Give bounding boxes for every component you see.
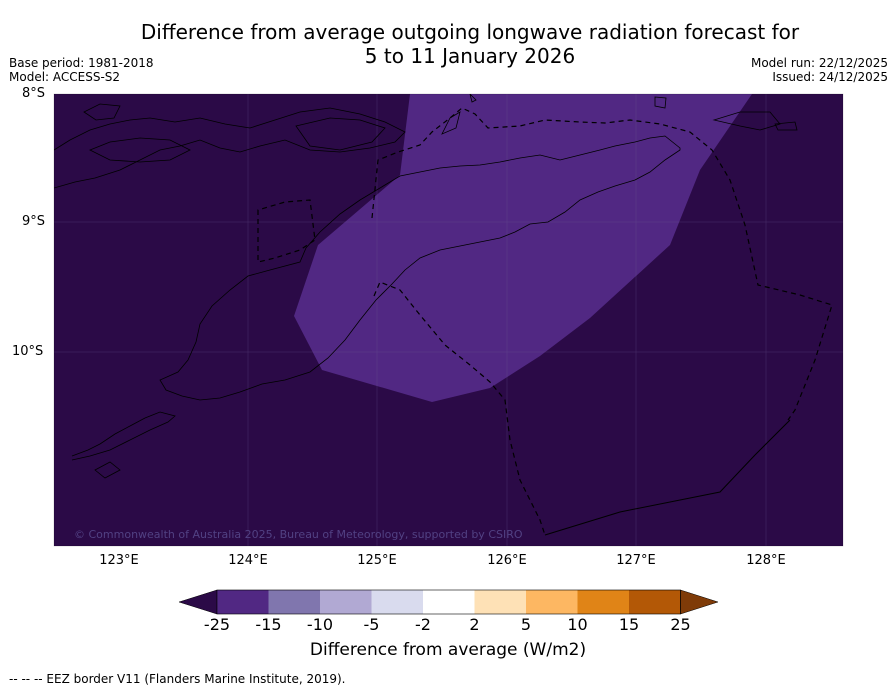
lon-label-123e: 123°E [99, 553, 139, 568]
eez-border [257, 107, 833, 536]
colorbar-tick: 5 [520, 615, 532, 634]
colorbar-tick: 25 [670, 615, 691, 634]
colorbar [178, 589, 719, 615]
eez-solid-border [544, 419, 791, 536]
lon-label-128e: 128°E [746, 553, 786, 568]
colorbar-tick: -5 [363, 615, 380, 634]
anomaly-region [294, 94, 752, 402]
run-info: Model run: 22/12/2025 Issued: 24/12/2025 [751, 56, 888, 84]
lon-label-125e: 125°E [357, 553, 397, 568]
map-frame [53, 93, 844, 547]
copyright-notice: © Commonwealth of Australia 2025, Bureau… [74, 528, 523, 541]
colorbar-bin-8 [577, 590, 629, 614]
colorbar-tick: -25 [203, 615, 231, 634]
colorbar-high-arrow [680, 589, 719, 615]
lon-label-127e: 127°E [616, 553, 656, 568]
model-name: Model: ACCESS-S2 [9, 70, 121, 84]
colorbar-bin-7 [526, 590, 578, 614]
lat-label-8s: 8°S [22, 86, 46, 101]
issued-date: Issued: 24/12/2025 [772, 70, 888, 84]
colorbar-tick: -10 [306, 615, 334, 634]
colorbar-tick: 15 [618, 615, 640, 634]
colorbar-bin-6 [474, 590, 526, 614]
eez-footnote: -- -- -- EEZ border V11 (Flanders Marine… [9, 672, 346, 686]
title-line-2: 5 to 11 January 2026 [364, 44, 576, 68]
colorbar-tick: -15 [255, 615, 282, 634]
colorbar-tick: 10 [567, 615, 588, 634]
colorbar-bin-4 [371, 590, 423, 614]
colorbar-bin-1 [217, 590, 269, 614]
map-title: Difference from average outgoing longwav… [0, 20, 896, 68]
lat-label-10s: 10°S [12, 344, 44, 359]
colorbar-low-arrow [178, 589, 218, 615]
colorbar-bin-9 [629, 590, 681, 614]
lon-label-124e: 124°E [228, 553, 268, 568]
lon-label-126e: 126°E [487, 553, 527, 568]
model-run: Model run: 22/12/2025 [750, 56, 888, 70]
colorbar-tick: -2 [415, 615, 431, 634]
colorbar-bin-2 [268, 590, 320, 614]
colorbar-bin-3 [320, 590, 372, 614]
colorbar-bin-5 [423, 590, 475, 614]
title-line-1: Difference from average outgoing longwav… [140, 20, 800, 44]
model-info: Base period: 1981-2018 Model: ACCESS-S2 [9, 56, 154, 84]
base-period: Base period: 1981-2018 [9, 56, 154, 70]
colorbar-title: Difference from average (W/m2) [309, 640, 587, 660]
colorbar-tick: 2 [469, 615, 480, 634]
colorbar-frame [216, 589, 681, 615]
lat-label-9s: 9°S [22, 214, 46, 229]
